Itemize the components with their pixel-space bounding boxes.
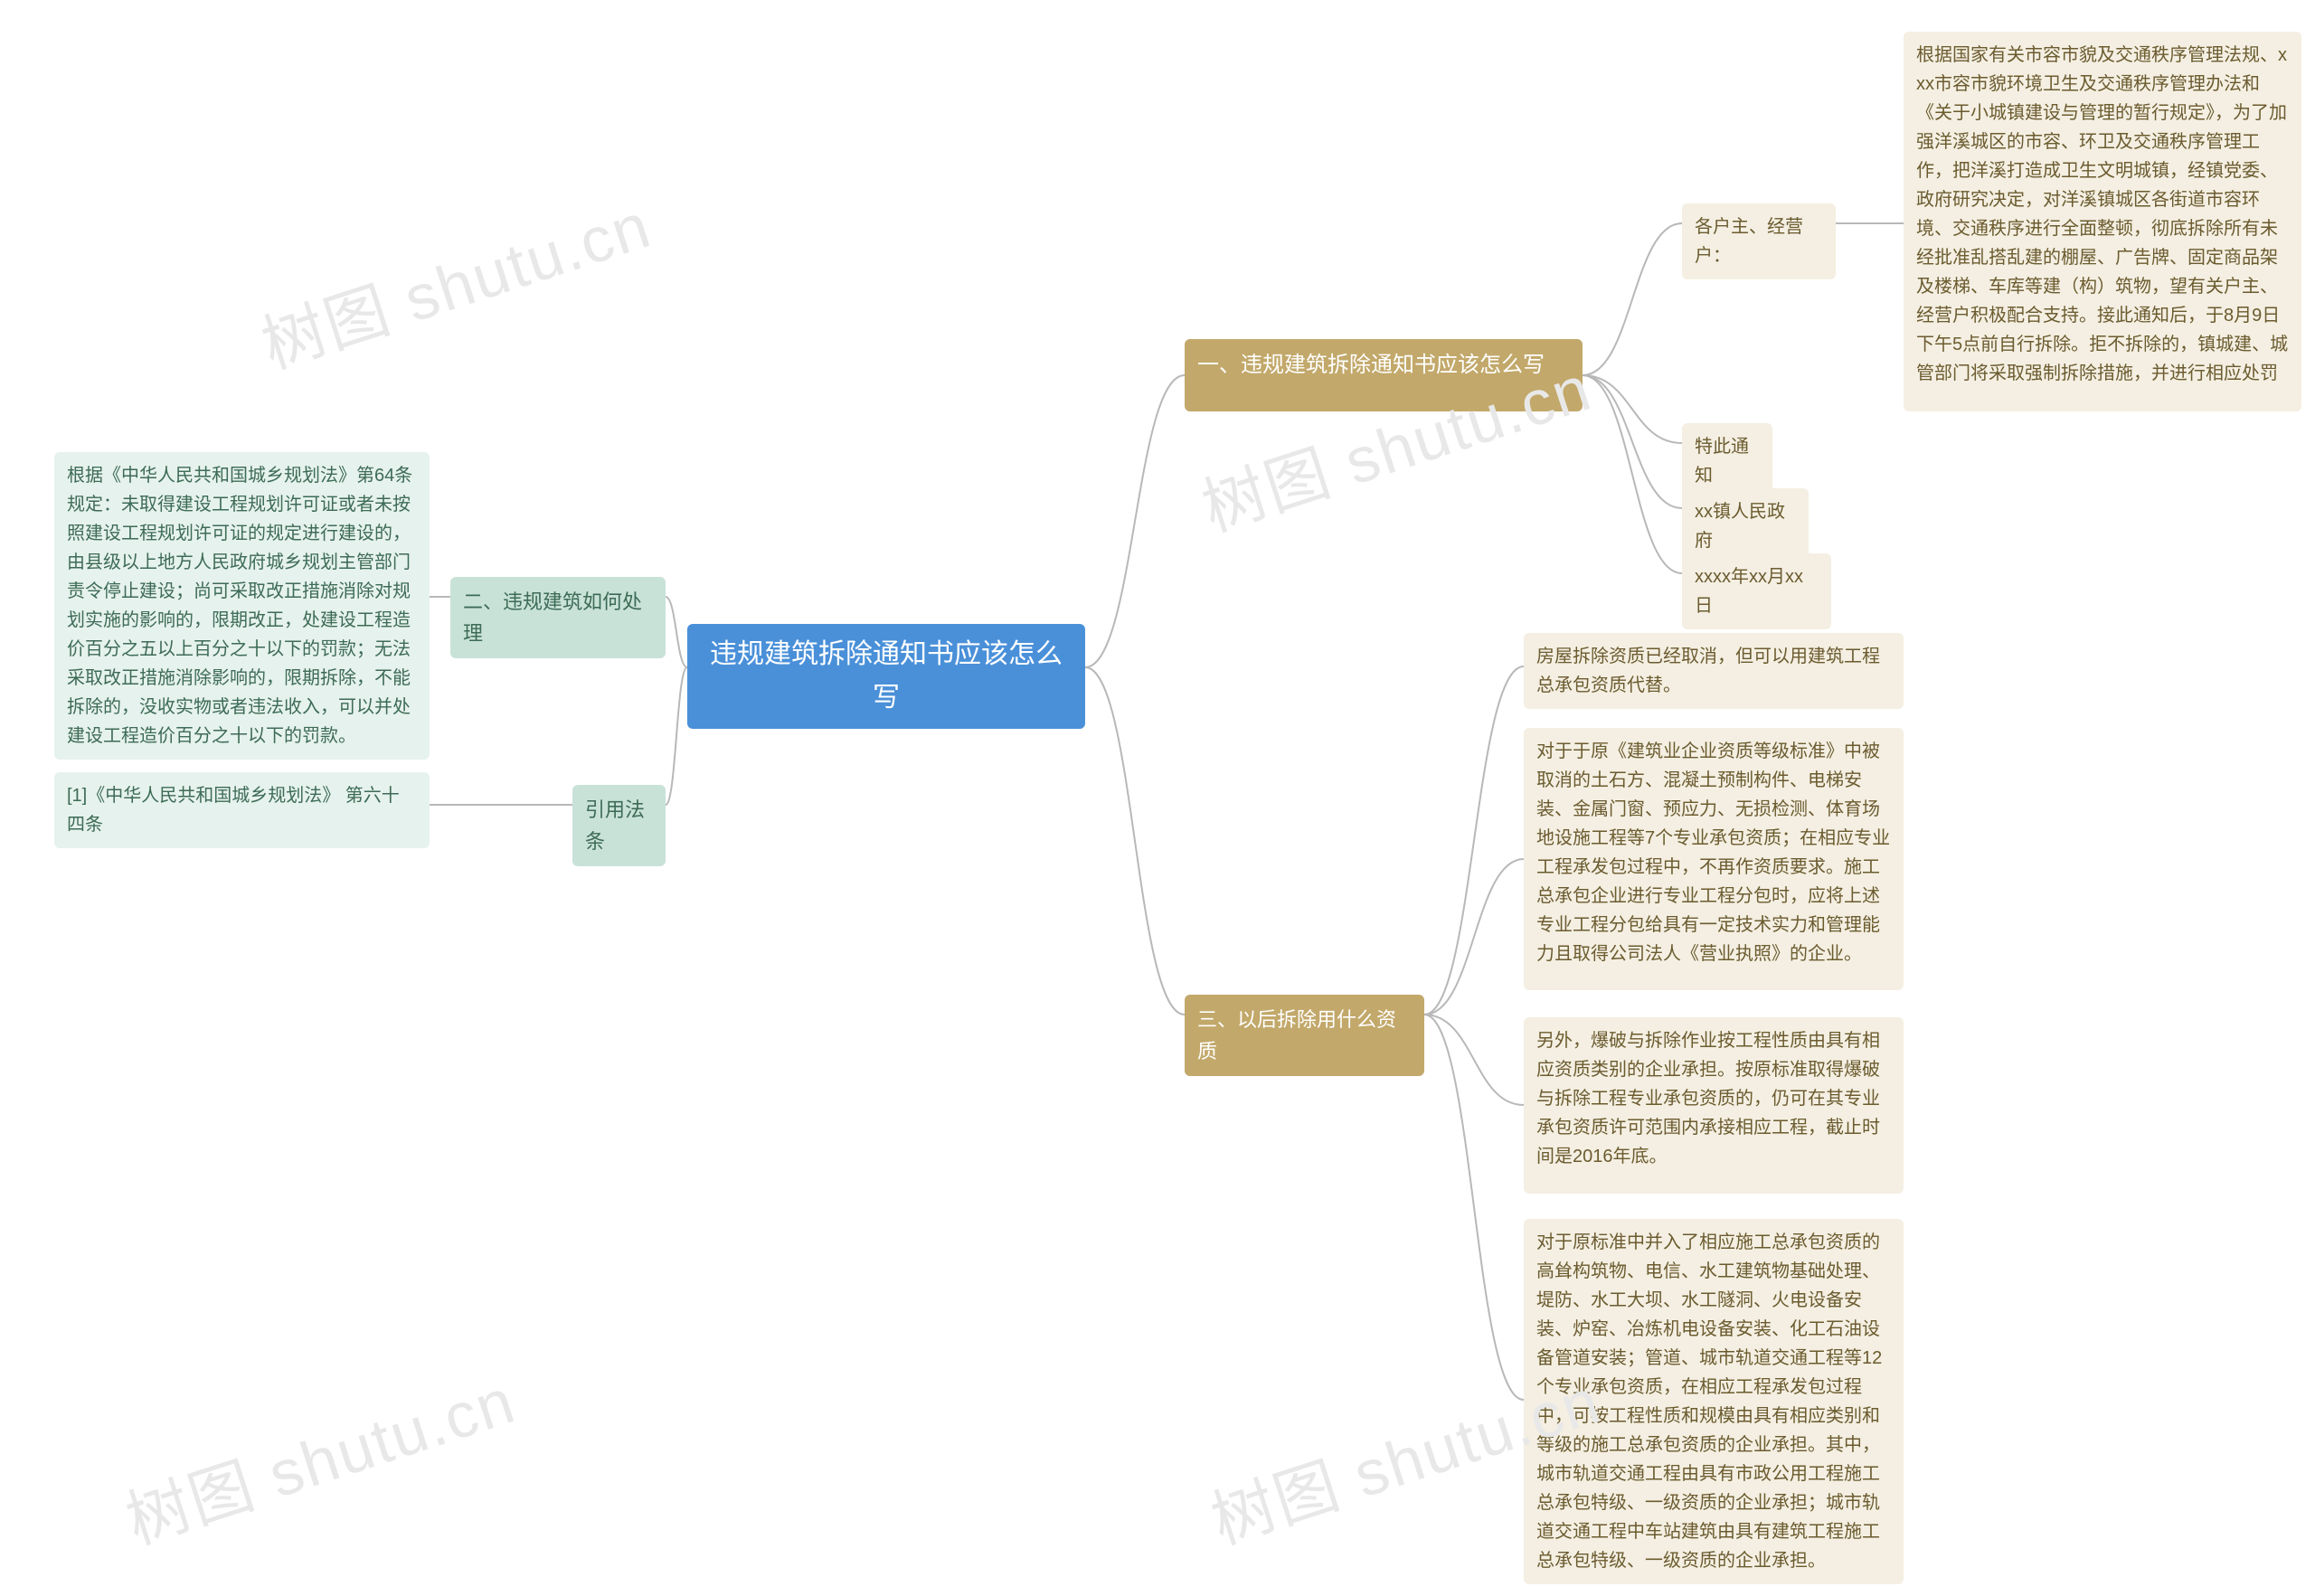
mindmap-node-branch1_c1_leaf: 根据国家有关市容市貌及交通秩序管理法规、xxx市容市貌环境卫生及交通秩序管理办法… <box>1904 32 2301 411</box>
connector <box>666 667 687 805</box>
mindmap-node-branch3_c1: 房屋拆除资质已经取消，但可以用建筑工程总承包资质代替。 <box>1524 633 1904 709</box>
connector <box>1085 667 1185 1015</box>
connector <box>1424 1015 1524 1400</box>
mindmap-node-branch3_c4: 对于原标准中并入了相应施工总承包资质的高耸构筑物、电信、水工建筑物基础处理、堤防… <box>1524 1219 1904 1584</box>
mindmap-node-branch4: 引用法条 <box>572 785 666 866</box>
watermark: 树图 shutu.cn <box>249 175 660 387</box>
mindmap-node-branch3: 三、以后拆除用什么资质 <box>1185 995 1424 1076</box>
mindmap-node-branch4_leaf: [1]《中华人民共和国城乡规划法》 第六十四条 <box>54 772 430 848</box>
connector <box>1583 375 1682 573</box>
connector <box>1424 859 1524 1015</box>
connector <box>666 597 687 667</box>
connector <box>1085 375 1185 667</box>
mindmap-node-branch1_c4: xxxx年xx月xx日 <box>1682 553 1831 629</box>
watermark: 树图 shutu.cn <box>113 1351 524 1563</box>
mindmap-node-branch2_leaf: 根据《中华人民共和国城乡规划法》第64条规定：未取得建设工程规划许可证或者未按照… <box>54 452 430 760</box>
connector <box>1424 1015 1524 1105</box>
mindmap-node-branch3_c2: 对于于原《建筑业企业资质等级标准》中被取消的土石方、混凝土预制构件、电梯安装、金… <box>1524 728 1904 990</box>
mindmap-node-branch2: 二、违规建筑如何处理 <box>450 577 666 658</box>
connector <box>1583 223 1682 375</box>
connector <box>1583 375 1682 508</box>
connector <box>1424 666 1524 1015</box>
mindmap-node-root: 违规建筑拆除通知书应该怎么写 <box>687 624 1085 729</box>
mindmap-node-branch3_c3: 另外，爆破与拆除作业按工程性质由具有相应资质类别的企业承担。按原标准取得爆破与拆… <box>1524 1017 1904 1194</box>
connector <box>1583 375 1682 443</box>
mindmap-node-branch1: 一、违规建筑拆除通知书应该怎么写 <box>1185 339 1583 411</box>
mindmap-node-branch1_c1: 各户主、经营户： <box>1682 203 1836 279</box>
